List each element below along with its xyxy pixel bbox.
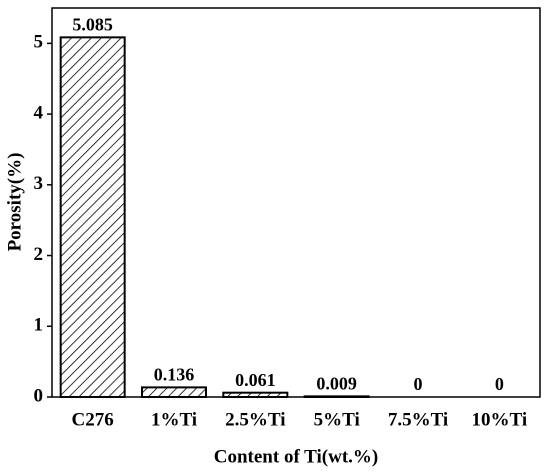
value-label: 0.136 <box>154 365 195 385</box>
value-label: 0.061 <box>235 370 276 390</box>
y-tick-label: 0 <box>34 385 44 406</box>
value-label: 0 <box>414 374 423 394</box>
plot-frame <box>51 7 541 398</box>
x-tick-label: 7.5%Ti <box>388 409 448 430</box>
x-tick-label: 1%Ti <box>151 409 197 430</box>
value-label: 5.085 <box>72 14 113 34</box>
x-tick-label: C276 <box>72 409 114 430</box>
bar <box>141 386 207 399</box>
y-tick-label: 4 <box>34 102 44 123</box>
x-axis-title: Content of Ti(wt.%) <box>214 446 379 467</box>
value-label: 0 <box>495 374 504 394</box>
x-tick-label: 2.5%Ti <box>225 409 285 430</box>
bar <box>59 36 126 399</box>
x-tick-label: 10%Ti <box>472 409 528 430</box>
value-label: 0.009 <box>316 373 357 393</box>
y-tick-label: 3 <box>34 173 44 194</box>
y-axis-title: Porosity(%) <box>4 153 25 252</box>
y-tick-label: 2 <box>34 244 44 265</box>
y-tick-label: 1 <box>34 315 44 336</box>
y-tick-label: 5 <box>34 32 44 53</box>
x-tick-label: 5%Ti <box>314 409 360 430</box>
